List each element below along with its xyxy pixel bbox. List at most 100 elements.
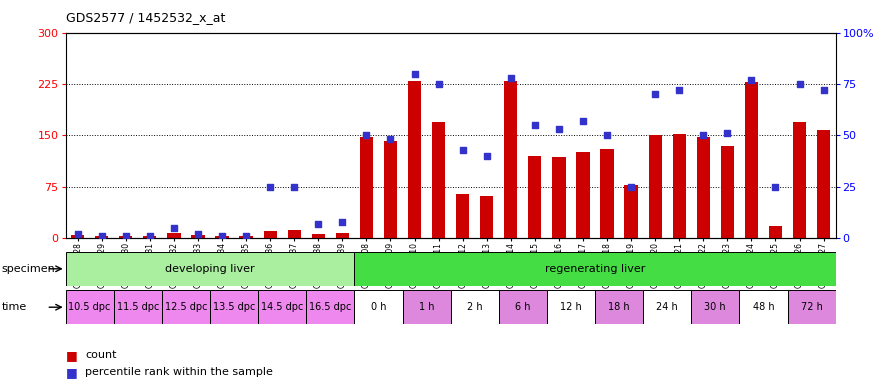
Point [215,233,229,239]
Point [793,81,807,87]
Text: specimen: specimen [2,264,55,274]
Bar [336,233,349,238]
Text: GDS2577 / 1452532_x_at: GDS2577 / 1452532_x_at [66,12,225,25]
Point [624,184,638,190]
Bar [71,235,84,238]
Bar [625,185,638,238]
Point [720,130,734,136]
Bar [354,252,836,286]
Bar [696,137,710,238]
Text: 14.5 dpc: 14.5 dpc [261,302,304,312]
Bar [432,122,445,238]
Point [71,231,85,237]
Bar [119,236,132,238]
Point [672,87,686,93]
Bar [210,290,258,324]
Point [816,87,830,93]
Bar [745,82,758,238]
Bar [595,290,643,324]
Bar [66,252,354,286]
Bar [312,234,325,238]
Bar [384,141,397,238]
Bar [547,290,595,324]
Point [312,221,326,227]
Text: 10.5 dpc: 10.5 dpc [68,302,111,312]
Text: 12 h: 12 h [560,302,582,312]
Bar [600,149,613,238]
Bar [215,236,228,238]
Point [528,122,542,128]
Text: percentile rank within the sample: percentile rank within the sample [85,367,273,377]
Point [576,118,590,124]
Point [745,77,759,83]
Text: 48 h: 48 h [752,302,774,312]
Bar [263,231,276,238]
Text: 6 h: 6 h [515,302,530,312]
Point [408,71,422,77]
Bar [451,290,499,324]
Point [143,233,157,239]
Text: developing liver: developing liver [165,264,255,274]
Point [696,132,710,139]
Bar [402,290,451,324]
Text: regenerating liver: regenerating liver [545,264,645,274]
Point [360,132,374,139]
Bar [528,156,542,238]
Bar [258,290,306,324]
Bar [288,230,301,238]
Bar [162,290,210,324]
Point [431,81,445,87]
Point [768,184,782,190]
Text: ■: ■ [66,349,77,362]
Point [552,126,566,132]
Bar [643,290,691,324]
Point [383,136,397,142]
Bar [552,157,565,238]
Bar [360,137,373,238]
Text: 16.5 dpc: 16.5 dpc [309,302,352,312]
Bar [739,290,788,324]
Text: 2 h: 2 h [467,302,482,312]
Bar [499,290,547,324]
Bar [788,290,836,324]
Bar [306,290,354,324]
Text: 1 h: 1 h [419,302,434,312]
Text: count: count [85,350,116,360]
Point [456,147,470,153]
Text: 72 h: 72 h [801,302,822,312]
Text: 18 h: 18 h [608,302,630,312]
Point [600,132,614,139]
Point [167,225,181,231]
Text: ■: ■ [66,366,77,379]
Bar [648,136,662,238]
Text: time: time [2,302,27,312]
Bar [691,290,739,324]
Bar [577,152,590,238]
Bar [144,236,157,238]
Bar [456,194,469,238]
Bar [408,81,421,238]
Bar [793,122,806,238]
Bar [354,290,402,324]
Text: 13.5 dpc: 13.5 dpc [213,302,256,312]
Point [648,91,662,98]
Bar [167,233,180,238]
Bar [66,290,114,324]
Point [263,184,277,190]
Point [335,218,349,225]
Bar [817,130,830,238]
Point [504,75,518,81]
Bar [480,195,494,238]
Point [480,153,494,159]
Text: 24 h: 24 h [656,302,678,312]
Point [239,233,253,239]
Bar [769,226,782,238]
Point [287,184,301,190]
Bar [240,236,253,238]
Point [119,233,133,239]
Bar [673,134,686,238]
Text: 11.5 dpc: 11.5 dpc [116,302,159,312]
Bar [192,235,205,238]
Bar [721,146,734,238]
Bar [95,236,108,238]
